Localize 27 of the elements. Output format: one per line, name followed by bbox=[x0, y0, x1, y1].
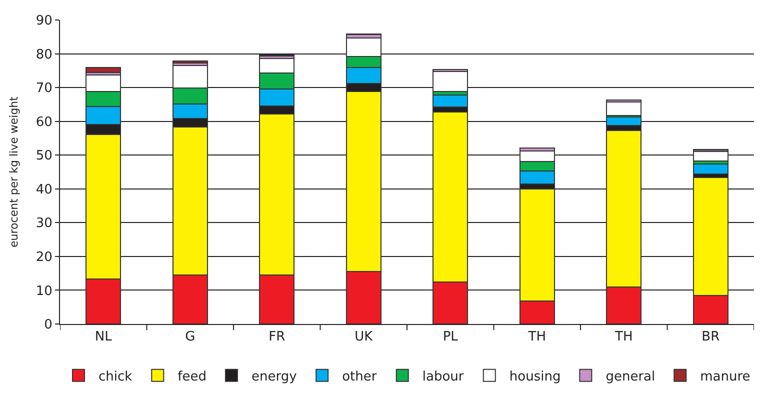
y-tick-label: 70 bbox=[36, 81, 52, 96]
legend-label: energy bbox=[251, 370, 298, 384]
y-tick-label: 50 bbox=[36, 148, 52, 164]
legend-label: general bbox=[606, 370, 656, 384]
y-axis-title: eurocent per kg live weight bbox=[8, 96, 21, 248]
y-tick-label: 60 bbox=[36, 114, 52, 130]
x-tick-label: G bbox=[185, 330, 196, 345]
y-tick-label: 80 bbox=[36, 47, 52, 62]
x-tick-label: BR bbox=[702, 330, 720, 345]
y-tick-label: 30 bbox=[36, 216, 52, 232]
x-tick-label: NL bbox=[94, 330, 113, 345]
x-tick-label: TH bbox=[614, 330, 633, 345]
y-tick-label: 20 bbox=[36, 250, 52, 265]
x-tick-label: FR bbox=[268, 330, 286, 345]
y-tick-label: 40 bbox=[36, 182, 52, 198]
legend-label: manure bbox=[700, 370, 750, 384]
legend-label: other bbox=[342, 370, 378, 384]
legend-label: labour bbox=[422, 370, 464, 384]
legend-label: feed bbox=[178, 370, 206, 384]
x-tick-label: UK bbox=[354, 330, 374, 345]
y-tick-label: 10 bbox=[36, 284, 52, 299]
x-tick-label: PL bbox=[442, 330, 459, 345]
legend-label: chick bbox=[98, 370, 133, 384]
legend-label: housing bbox=[509, 370, 561, 384]
x-tick-label: TH bbox=[527, 330, 546, 345]
y-tick-label: 90 bbox=[36, 14, 52, 29]
y-tick-label: 0 bbox=[44, 318, 52, 333]
